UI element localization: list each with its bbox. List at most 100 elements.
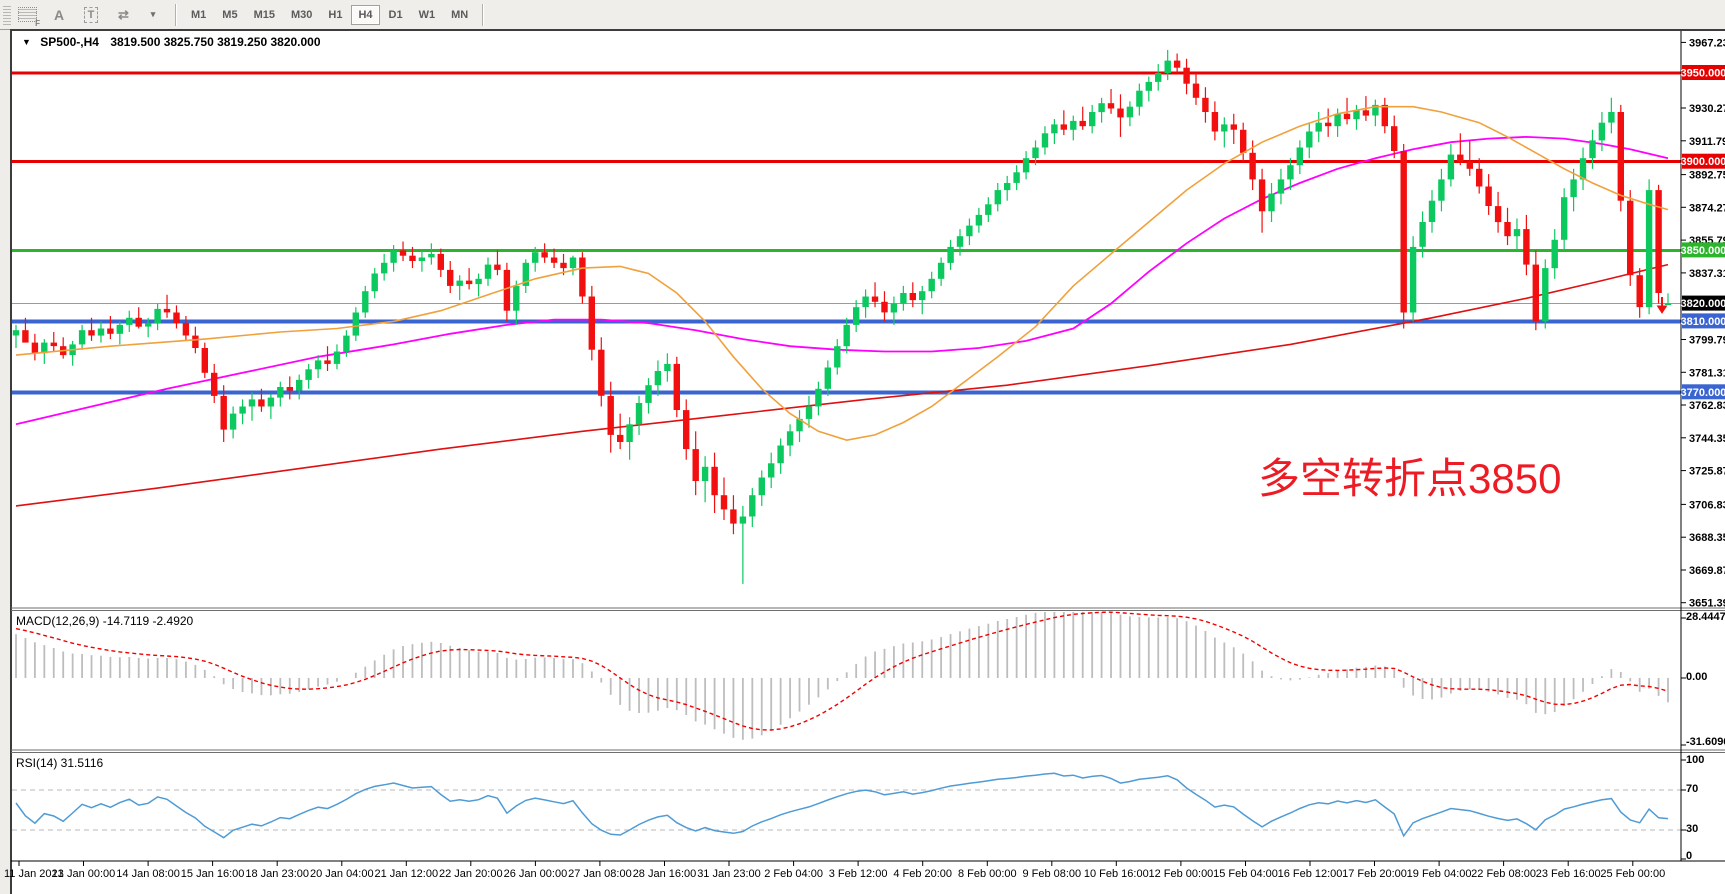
time-tick-label: 23 Feb 16:00 — [1536, 868, 1601, 880]
time-tick-label: 17 Feb 20:00 — [1342, 868, 1407, 880]
price-tick-label: 3911.790 — [1689, 136, 1725, 148]
level-badge-3950.000 — [1682, 65, 1725, 80]
symbol-timeframe: SP500-,H4 — [40, 35, 99, 49]
tf-button-m5[interactable]: M5 — [222, 8, 238, 21]
current-price-badge — [1682, 295, 1725, 311]
macd-scale-zero: 0.00 — [1686, 671, 1708, 683]
svg-text:3950.000: 3950.000 — [1681, 68, 1725, 80]
template-grid-icon[interactable]: F — [15, 4, 40, 28]
macd-scale-max: 28.4447 — [1686, 611, 1725, 623]
price-tick-label: 3892.750 — [1689, 170, 1725, 182]
price-tick-label: 3744.350 — [1689, 433, 1725, 445]
macd-indicator-label: MACD(12,26,9) -14.7119 -2.4920 — [16, 614, 194, 628]
text-label-tool-icon[interactable]: T — [79, 4, 103, 26]
grid-f-letter: F — [35, 18, 40, 28]
tf-button-mn[interactable]: MN — [451, 8, 469, 21]
text-t-letter: T — [83, 6, 99, 23]
svg-text:3810.000: 3810.000 — [1681, 316, 1725, 328]
time-tick-label: 12 Feb 00:00 — [1148, 868, 1213, 880]
ma-mid-line — [15, 135, 1669, 426]
toolbar-grip[interactable] — [3, 4, 11, 25]
chart-ohlc-title: ▼ SP500-,H4 3819.500 3825.750 3819.250 3… — [22, 35, 321, 49]
time-tick-label: 14 Jan 08:00 — [116, 868, 180, 880]
level-badge-3810.000 — [1682, 313, 1725, 329]
svg-text:3900.000: 3900.000 — [1681, 156, 1725, 168]
chevron-down-icon[interactable]: ▾ — [150, 9, 156, 19]
time-tick-label: 15 Jan 16:00 — [181, 868, 245, 880]
price-tick-label: 3930.270 — [1689, 103, 1725, 115]
toolbar: F A T ⇄ ▾ M1 M5 M15 M30 H1 H4 D1 W1 MN — [0, 0, 1725, 30]
level-badge-3900.000 — [1682, 153, 1725, 169]
tf-button-d1[interactable]: D1 — [388, 8, 403, 21]
level-badge-3850.000 — [1682, 242, 1725, 258]
rsi-indicator-label: RSI(14) 31.5116 — [16, 756, 104, 770]
timeframe-group: M1 M5 M15 M30 H1 H4 D1 W1 MN — [183, 4, 476, 25]
pane-splitter[interactable] — [11, 607, 1725, 611]
price-tick-label: 3874.270 — [1689, 202, 1725, 214]
time-tick-label: 3 Feb 12:00 — [829, 868, 888, 880]
time-tick-label: 2 Feb 04:00 — [764, 868, 823, 880]
dotted-grid-icon — [17, 7, 37, 22]
tf-button-m30[interactable]: M30 — [290, 8, 313, 21]
time-tick-label: 11 Jan 2021 — [4, 868, 64, 880]
time-tick-label: 28 Jan 16:00 — [633, 868, 697, 880]
price-tick-label: 3837.310 — [1689, 268, 1725, 280]
rsi-scale-0: 0 — [1686, 850, 1693, 862]
tf-button-m1[interactable]: M1 — [191, 8, 207, 21]
price-tick-label: 3651.390 — [1689, 598, 1725, 610]
ma-slow-line — [15, 263, 1669, 507]
candlestick-series — [12, 49, 1672, 584]
time-tick-label: 20 Jan 04:00 — [310, 868, 374, 880]
time-tick-label: 22 Feb 08:00 — [1471, 868, 1536, 880]
toolbar-separator — [175, 3, 177, 26]
tf-button-h4[interactable]: H4 — [351, 4, 380, 25]
price-tick-label: 3967.230 — [1689, 37, 1725, 49]
price-tick-label: 3781.310 — [1689, 367, 1725, 379]
svg-text:3770.000: 3770.000 — [1681, 387, 1725, 399]
price-tick-label: 3762.830 — [1689, 400, 1725, 412]
cursor-arrows-icon[interactable]: ⇄ — [118, 6, 129, 22]
time-tick-label: 4 Feb 20:00 — [893, 868, 952, 880]
price-badges: 3950.000 3900.000 3850.000 3810.000 3770.000… — [1681, 65, 1725, 400]
tf-button-w1[interactable]: W1 — [418, 8, 436, 21]
chart-context-arrow-icon[interactable]: ▼ — [22, 37, 31, 47]
price-tick-label: 3669.870 — [1689, 565, 1725, 577]
font-a-icon[interactable]: A — [53, 6, 65, 23]
time-tick-label: 15 Feb 04:00 — [1213, 868, 1278, 880]
rsi-scale-70: 70 — [1686, 783, 1699, 795]
time-tick-label: 26 Jan 00:00 — [504, 868, 568, 880]
toolbar-separator — [482, 3, 485, 26]
svg-text:3850.000: 3850.000 — [1681, 245, 1725, 257]
ohlc-values: 3819.500 3825.750 3819.250 3820.000 — [110, 35, 321, 49]
macd-scale-min: -31.6096 — [1686, 736, 1725, 748]
time-tick-label: 25 Feb 00:00 — [1600, 868, 1665, 880]
time-tick-label: 19 Feb 04:00 — [1407, 868, 1472, 880]
pane-splitter[interactable] — [11, 749, 1725, 753]
chart-annotation-text: 多空转折点3850 — [1258, 455, 1562, 502]
svg-text:3820.000: 3820.000 — [1681, 298, 1725, 310]
price-axis[interactable]: 3967.230 3930.270 3911.790 3892.750 3874.270… — [1681, 37, 1725, 610]
macd-histogram — [15, 612, 1669, 740]
time-tick-label: 10 Feb 16:00 — [1084, 868, 1149, 880]
time-tick-label: 22 Jan 20:00 — [439, 868, 503, 880]
time-tick-label: 27 Jan 08:00 — [568, 868, 632, 880]
price-tick-label: 3688.350 — [1689, 532, 1725, 544]
time-tick-label: 9 Feb 08:00 — [1022, 868, 1081, 880]
time-tick-label: 31 Jan 23:00 — [697, 868, 761, 880]
price-tick-label: 3725.870 — [1689, 466, 1725, 478]
price-tick-label: 3799.790 — [1689, 335, 1725, 347]
ma-fast-line — [15, 105, 1669, 442]
time-tick-label: 8 Feb 00:00 — [958, 868, 1017, 880]
tf-button-m15[interactable]: M15 — [253, 8, 275, 21]
rsi-level-lines — [12, 789, 1681, 831]
time-tick-label: 16 Feb 12:00 — [1278, 868, 1343, 880]
time-tick-label: 18 Jan 23:00 — [245, 868, 309, 880]
tf-button-h1[interactable]: H1 — [328, 8, 343, 21]
level-badge-3770.000 — [1682, 384, 1725, 400]
rsi-scale-30: 30 — [1686, 823, 1699, 835]
rsi-scale-100: 100 — [1686, 754, 1705, 766]
macd-signal-line — [15, 611, 1669, 731]
rsi-line — [15, 772, 1669, 839]
